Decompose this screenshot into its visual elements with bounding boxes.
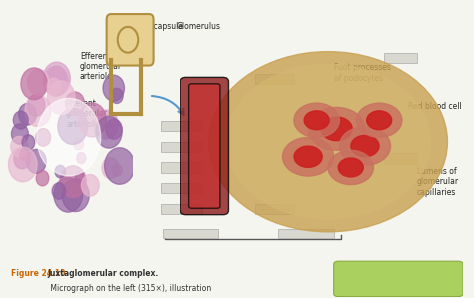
Circle shape (321, 117, 352, 141)
Circle shape (308, 107, 365, 150)
Circle shape (47, 66, 66, 88)
FancyBboxPatch shape (161, 162, 202, 173)
FancyBboxPatch shape (161, 204, 202, 214)
Circle shape (47, 78, 61, 95)
Text: Afferent
glomerular
arteriole: Afferent glomerular arteriole (66, 99, 108, 129)
Circle shape (25, 95, 51, 127)
Circle shape (96, 116, 122, 148)
Circle shape (44, 66, 68, 96)
Circle shape (11, 136, 27, 157)
Circle shape (226, 64, 430, 219)
FancyBboxPatch shape (278, 229, 334, 238)
Circle shape (60, 166, 86, 198)
Circle shape (36, 128, 51, 146)
Circle shape (13, 111, 28, 129)
Circle shape (21, 68, 47, 100)
Circle shape (14, 149, 30, 169)
Circle shape (338, 158, 363, 177)
Circle shape (304, 111, 329, 130)
Circle shape (55, 165, 65, 178)
Circle shape (294, 103, 339, 137)
Circle shape (94, 110, 118, 139)
Circle shape (102, 158, 119, 179)
Circle shape (103, 75, 125, 101)
Circle shape (47, 81, 75, 114)
Circle shape (27, 95, 45, 116)
Circle shape (20, 148, 30, 161)
Circle shape (112, 164, 122, 176)
Circle shape (106, 119, 122, 139)
FancyBboxPatch shape (161, 121, 202, 131)
Text: Juxtaglomerular complex.: Juxtaglomerular complex. (47, 269, 159, 278)
Circle shape (283, 137, 334, 176)
Circle shape (36, 98, 101, 176)
Circle shape (77, 153, 86, 164)
Circle shape (328, 150, 374, 185)
Circle shape (105, 148, 135, 184)
Text: Lumens of
glomerular
capillaries: Lumens of glomerular capillaries (417, 167, 459, 196)
Circle shape (78, 103, 106, 137)
Circle shape (356, 103, 402, 137)
Text: Red blood cell: Red blood cell (408, 102, 461, 111)
Circle shape (9, 147, 37, 182)
FancyBboxPatch shape (384, 153, 417, 164)
Circle shape (294, 146, 322, 167)
Circle shape (65, 92, 84, 115)
Text: Foot processes
of podocytes: Foot processes of podocytes (334, 63, 391, 83)
Text: View: View (371, 273, 387, 279)
Text: Figure 24.10: Figure 24.10 (10, 269, 65, 278)
Text: Glomerulus: Glomerulus (177, 22, 221, 31)
Circle shape (36, 170, 49, 186)
Text: Efferent
glomerular
arteriole: Efferent glomerular arteriole (80, 52, 122, 81)
Circle shape (54, 178, 82, 212)
Circle shape (82, 175, 99, 196)
Circle shape (209, 52, 447, 232)
FancyBboxPatch shape (384, 53, 417, 63)
Circle shape (62, 179, 89, 212)
FancyBboxPatch shape (163, 229, 219, 238)
Circle shape (75, 172, 84, 184)
Circle shape (43, 62, 70, 95)
Circle shape (339, 127, 391, 165)
Circle shape (27, 149, 46, 173)
Circle shape (58, 108, 88, 145)
Circle shape (18, 103, 36, 125)
Circle shape (110, 88, 123, 103)
Circle shape (73, 138, 83, 150)
FancyBboxPatch shape (189, 84, 220, 208)
Text: Micrograph on the left (315×), illustration: Micrograph on the left (315×), illustrat… (47, 284, 211, 293)
Circle shape (351, 135, 379, 157)
Circle shape (11, 124, 28, 144)
Text: Glomerular capsule: Glomerular capsule (108, 22, 182, 31)
Text: Histology
MasteringA&P: Histology MasteringA&P (371, 282, 409, 293)
FancyBboxPatch shape (107, 14, 154, 66)
FancyBboxPatch shape (161, 183, 202, 193)
FancyBboxPatch shape (255, 204, 294, 214)
Circle shape (52, 183, 65, 199)
FancyBboxPatch shape (180, 77, 228, 215)
Circle shape (367, 111, 392, 130)
Circle shape (27, 69, 49, 95)
FancyBboxPatch shape (334, 261, 463, 297)
Text: PAL: PAL (394, 271, 411, 280)
FancyBboxPatch shape (161, 142, 202, 152)
FancyBboxPatch shape (255, 74, 294, 84)
Circle shape (22, 135, 35, 150)
